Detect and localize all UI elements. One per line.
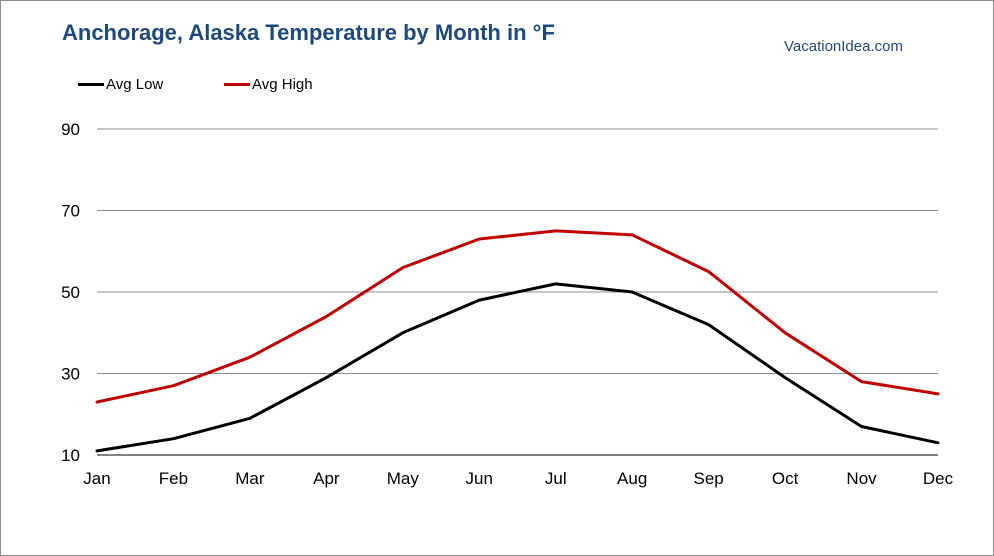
series-line-avg-high	[95, 229, 940, 404]
y-tick-label: 30	[61, 365, 80, 384]
legend-swatch-avg-low	[78, 83, 104, 86]
y-tick-label: 10	[61, 446, 80, 465]
legend-item-avg-high: Avg High	[224, 76, 313, 93]
x-tick-label: Jun	[466, 469, 493, 488]
x-tick-label: Jan	[83, 469, 110, 488]
legend-label-avg-high: Avg High	[252, 76, 313, 93]
y-tick-label: 70	[61, 202, 80, 221]
series-lines	[95, 229, 940, 453]
legend-item-avg-low: Avg Low	[78, 76, 163, 93]
series-line-avg-low	[95, 282, 940, 453]
y-tick-label: 90	[61, 120, 80, 139]
x-tick-label: Apr	[313, 469, 340, 488]
chart-title: Anchorage, Alaska Temperature by Month i…	[62, 20, 555, 45]
x-tick-label: Oct	[772, 469, 799, 488]
x-tick-label: Nov	[846, 469, 877, 488]
source-label: VacationIdea.com	[784, 38, 903, 55]
x-tick-label: Dec	[923, 469, 954, 488]
x-tick-label: Sep	[694, 469, 724, 488]
y-axis-ticks: 10 30 50 70 90	[61, 120, 80, 465]
x-tick-label: Mar	[235, 469, 265, 488]
legend-swatch-avg-high	[224, 83, 250, 86]
x-tick-label: Aug	[617, 469, 647, 488]
x-tick-label: Jul	[545, 469, 567, 488]
x-axis-ticks: Jan Feb Mar Apr May Jun Jul Aug Sep Oct Nov Dec	[83, 469, 953, 488]
x-tick-label: Feb	[159, 469, 188, 488]
legend-label-avg-low: Avg Low	[106, 76, 164, 93]
y-tick-label: 50	[61, 283, 80, 302]
x-tick-label: May	[387, 469, 420, 488]
